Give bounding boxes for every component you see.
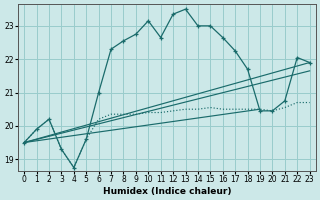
X-axis label: Humidex (Indice chaleur): Humidex (Indice chaleur) — [103, 187, 231, 196]
